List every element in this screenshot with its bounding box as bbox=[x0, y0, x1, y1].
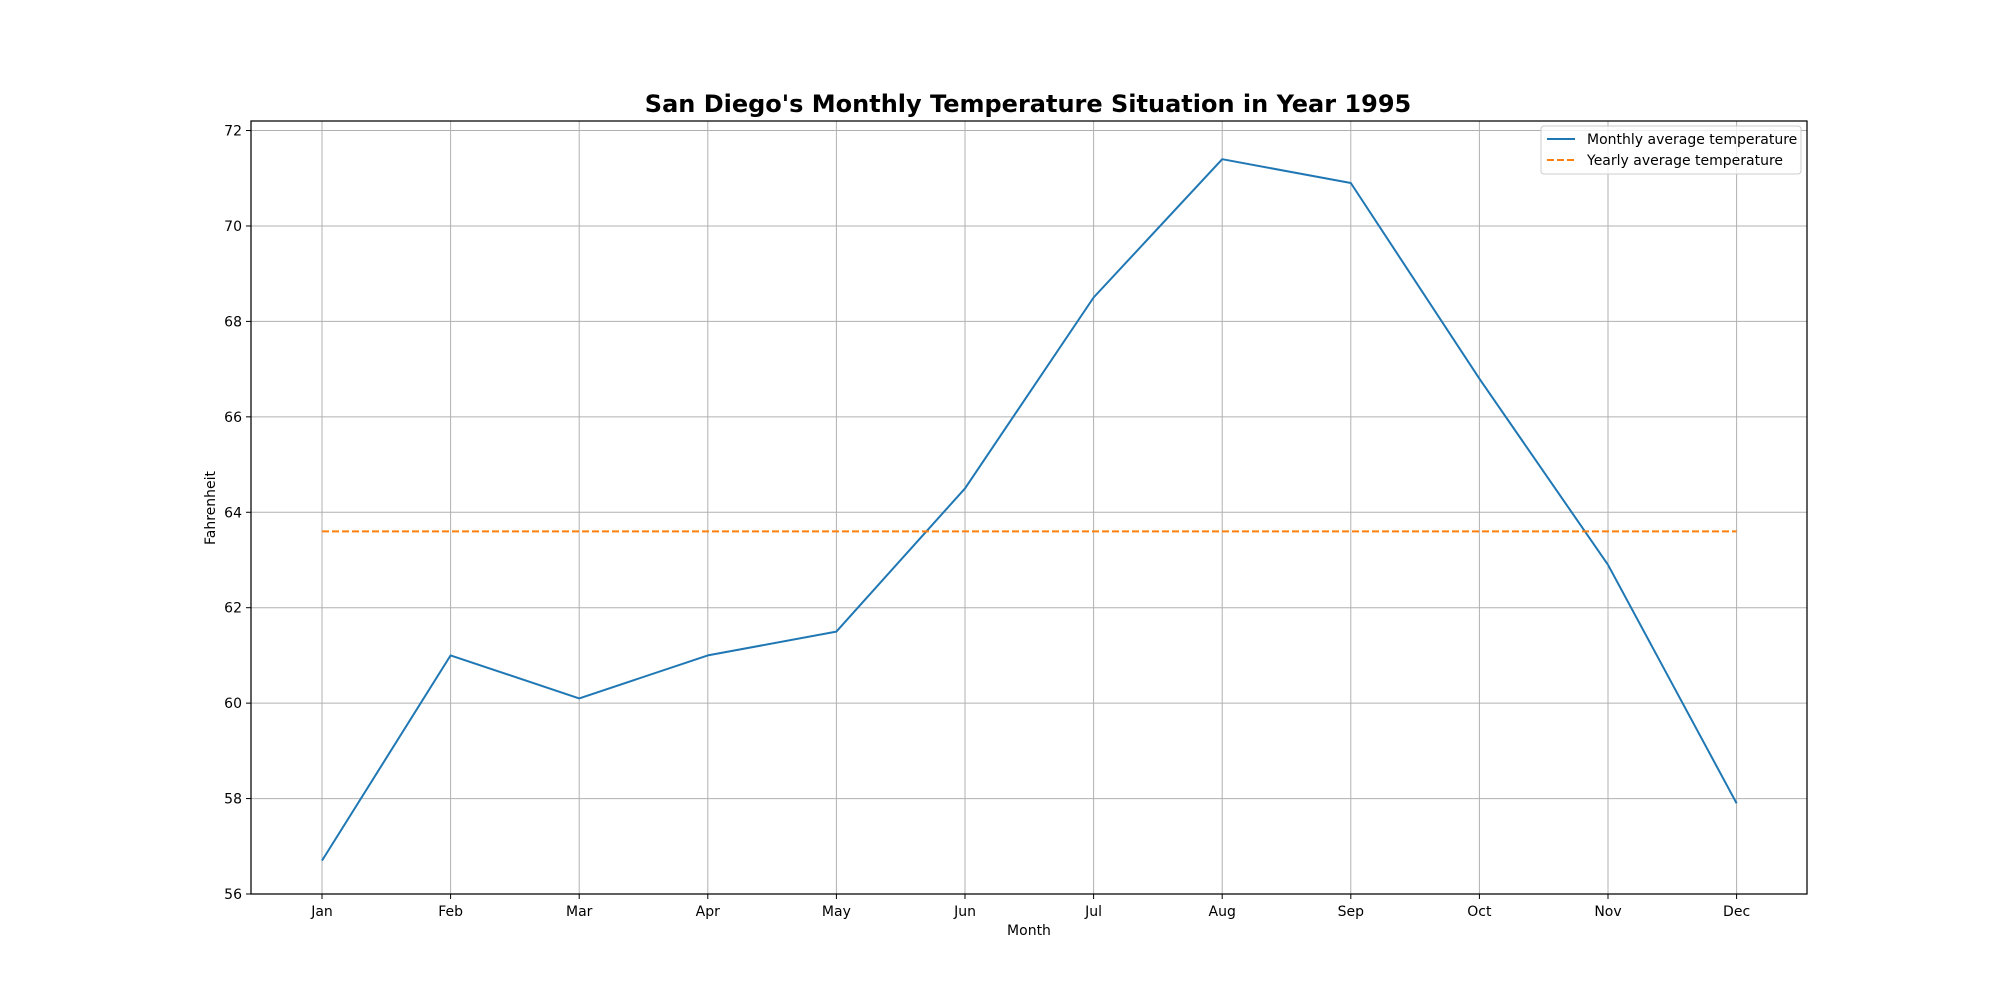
legend-label: Yearly average temperature bbox=[1586, 153, 1783, 169]
x-tick-label: Feb bbox=[438, 904, 463, 920]
x-tick-label: Aug bbox=[1209, 904, 1236, 920]
x-tick-label: May bbox=[822, 904, 851, 920]
y-axis-label: Fahrenheit bbox=[203, 470, 219, 545]
y-tick-label: 64 bbox=[224, 505, 242, 521]
x-tick-label: Apr bbox=[696, 904, 720, 920]
y-tick-label: 58 bbox=[224, 792, 242, 808]
grid-lines bbox=[251, 121, 1807, 895]
y-tick-label: 68 bbox=[224, 314, 242, 330]
x-tick-label: Nov bbox=[1594, 904, 1621, 920]
y-tick-label: 56 bbox=[224, 887, 242, 903]
legend-label: Monthly average temperature bbox=[1587, 132, 1797, 148]
x-tick-label: Dec bbox=[1723, 904, 1750, 920]
x-axis-label: Month bbox=[1007, 923, 1051, 939]
plot-area-frame bbox=[250, 120, 1808, 895]
y-tick-label: 62 bbox=[224, 601, 242, 617]
y-axis: 56 58 60 62 64 66 68 70 72 bbox=[224, 124, 251, 903]
y-tick-label: 66 bbox=[224, 410, 242, 426]
y-tick-label: 72 bbox=[224, 124, 242, 140]
x-tick-label: Jan bbox=[310, 904, 333, 920]
x-tick-label: Mar bbox=[566, 904, 593, 920]
legend: Monthly average temperature Yearly averag… bbox=[1540, 125, 1802, 175]
x-tick-label: Oct bbox=[1467, 904, 1492, 920]
legend-box bbox=[1540, 125, 1802, 175]
x-tick-label: Jul bbox=[1084, 904, 1102, 920]
y-tick-label: 70 bbox=[224, 219, 242, 235]
chart-title: San Diego's Monthly Temperature Situatio… bbox=[645, 90, 1411, 118]
series-line-monthly-average bbox=[321, 158, 1738, 862]
x-axis: Jan Feb Mar Apr May Jun Jul Aug Sep Oct Nov Dec bbox=[310, 894, 1750, 920]
series-lines bbox=[321, 158, 1738, 862]
x-tick-label: Jun bbox=[953, 904, 976, 920]
y-tick-label: 60 bbox=[224, 696, 242, 712]
x-tick-label: Sep bbox=[1338, 904, 1365, 920]
